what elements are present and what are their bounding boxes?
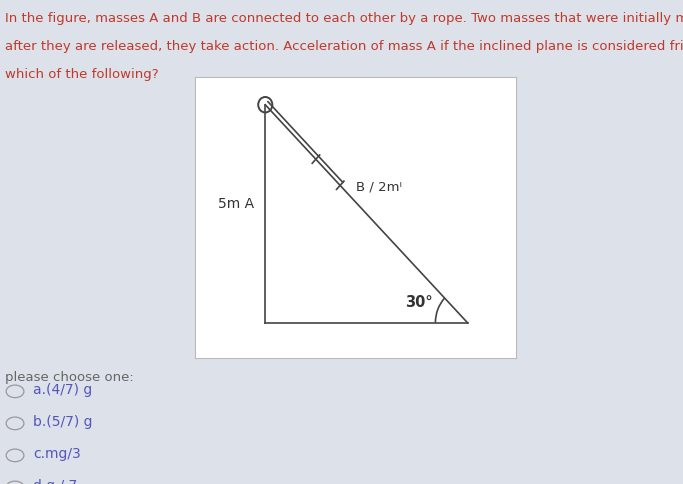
Text: c.mg/3: c.mg/3 — [33, 447, 81, 460]
Text: B / 2mᴵ: B / 2mᴵ — [356, 180, 402, 193]
Text: a.(4/7) g: a.(4/7) g — [33, 383, 92, 396]
Text: after they are released, they take action. Acceleration of mass A if the incline: after they are released, they take actio… — [5, 40, 683, 53]
Text: 30°: 30° — [406, 294, 433, 309]
Text: b.(5/7) g: b.(5/7) g — [33, 415, 92, 428]
Text: which of the following?: which of the following? — [5, 68, 159, 81]
Text: 5m A: 5m A — [218, 197, 254, 211]
Text: In the figure, masses A and B are connected to each other by a rope. Two masses : In the figure, masses A and B are connec… — [5, 12, 683, 25]
Text: please choose one:: please choose one: — [5, 370, 135, 383]
Text: d.g / 7: d.g / 7 — [33, 479, 77, 484]
